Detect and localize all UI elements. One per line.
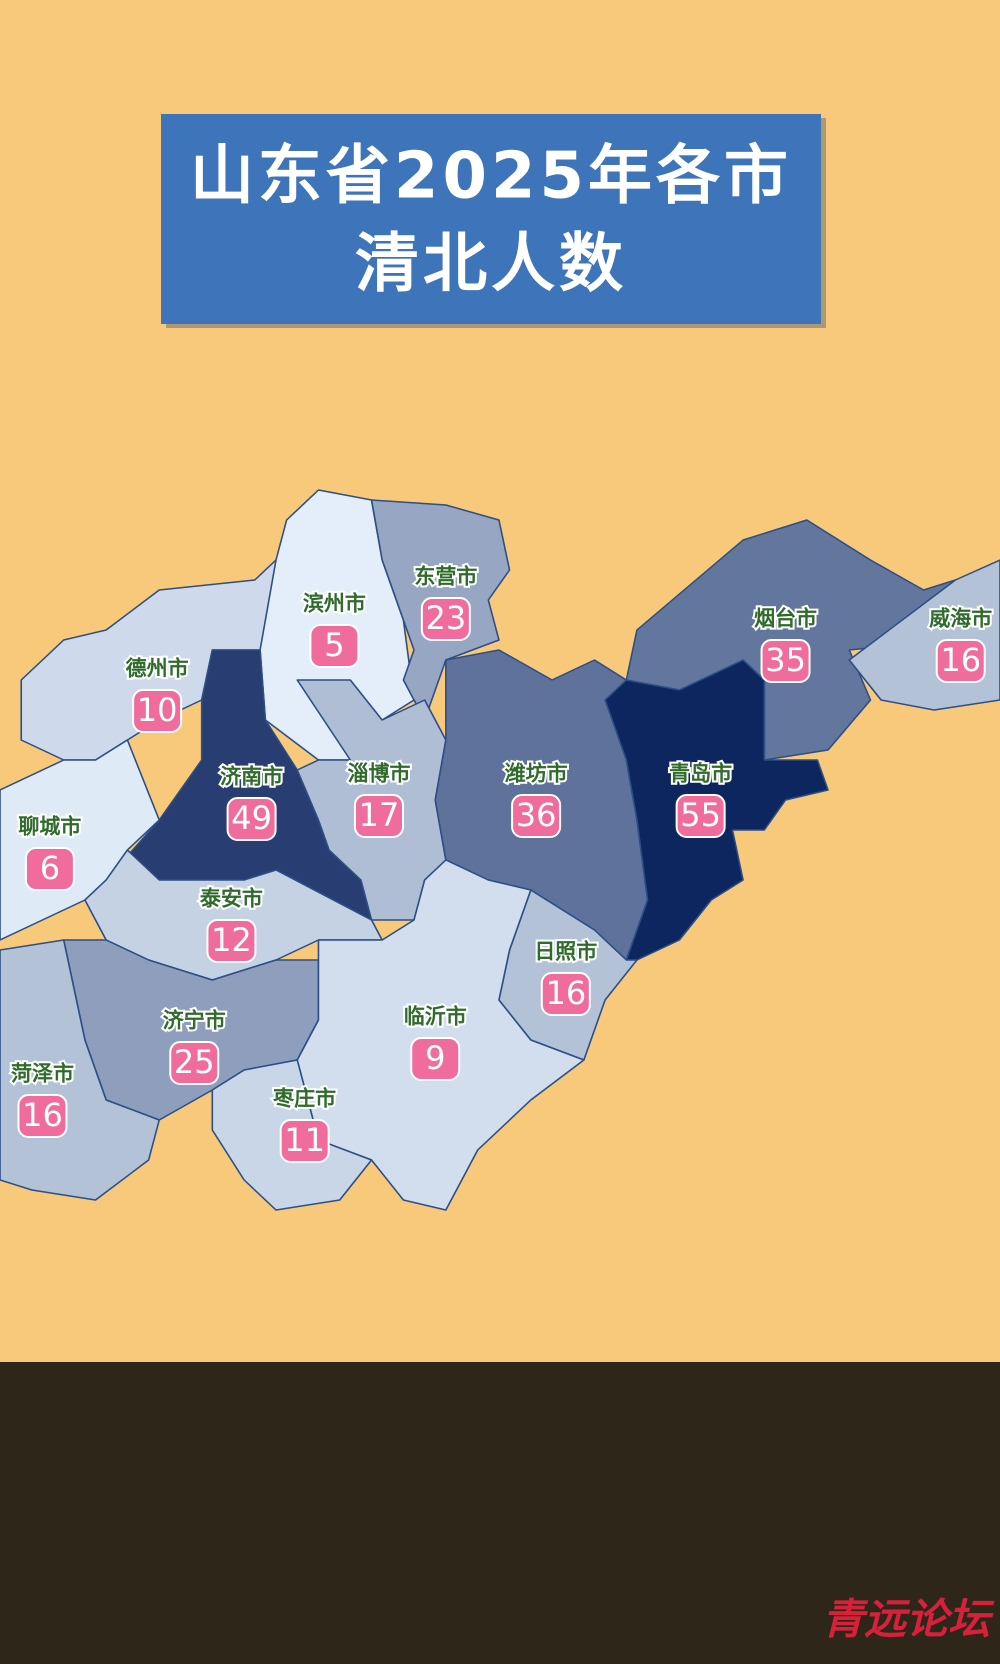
value-badge: [309, 624, 360, 668]
region-name: 济南市: [220, 764, 283, 789]
region-value: 49: [231, 799, 272, 837]
value-badge: [540, 972, 591, 1016]
region-value: 36: [516, 796, 557, 834]
value-badge: [226, 797, 277, 841]
region-value: 10: [137, 691, 178, 729]
region: [84, 849, 383, 981]
watermark: 青远论坛: [822, 1595, 995, 1644]
region-value: 5: [324, 626, 344, 664]
region-value: 35: [765, 641, 806, 679]
region-value: 9: [425, 1039, 445, 1077]
value-badge: [279, 1119, 330, 1163]
region-name: 淄博市: [347, 761, 410, 786]
region-name: 威海市: [929, 606, 992, 631]
region-value: 55: [680, 796, 721, 834]
value-badge: [24, 847, 75, 891]
value-badge: [675, 794, 726, 838]
region-name: 烟台市: [754, 606, 817, 631]
title-box: [161, 114, 821, 324]
map: 滨州市 5 东营市 23 德州市 10 济南市 49 淄博市 17 潍坊市 36 烟台市 35 威海市 16 青…: [0, 489, 1000, 1211]
title-line: 清北人数: [355, 228, 627, 302]
region-name: 滨州市: [303, 591, 366, 616]
value-badge: [132, 689, 183, 733]
region-value: 16: [940, 641, 981, 679]
region-name: 聊城市: [18, 814, 81, 839]
value-badge: [206, 919, 257, 963]
region-value: 16: [22, 1096, 63, 1134]
region-name: 东营市: [414, 564, 477, 589]
region-name: 临沂市: [404, 1004, 467, 1029]
region-value: 12: [211, 921, 252, 959]
region-name: 德州市: [126, 656, 189, 681]
regions: [0, 489, 1000, 1211]
value-badge: [511, 794, 562, 838]
region-name: 青岛市: [669, 761, 732, 786]
region-value: 11: [284, 1121, 325, 1159]
value-badge: [17, 1094, 68, 1138]
value-badge: [410, 1037, 461, 1081]
value-badge: [760, 639, 811, 683]
region-value: 17: [359, 796, 400, 834]
region-name: 潍坊市: [505, 761, 568, 786]
region-value: 23: [426, 599, 467, 637]
region-value: 16: [545, 974, 586, 1012]
value-badge: [420, 597, 471, 641]
title-line: 山东省2025年各市: [190, 140, 792, 214]
value-badge: [169, 1041, 220, 1085]
region-name: 菏泽市: [11, 1061, 74, 1086]
region-name: 济宁市: [163, 1008, 226, 1033]
region-value: 25: [174, 1043, 215, 1081]
region-name: 泰安市: [199, 886, 263, 911]
bottom-band: [0, 1362, 1000, 1664]
region-name: 枣庄市: [272, 1086, 336, 1111]
value-badge: [935, 639, 986, 683]
value-badge: [353, 794, 404, 838]
region-name: 日照市: [534, 939, 597, 964]
region-value: 6: [40, 849, 60, 887]
